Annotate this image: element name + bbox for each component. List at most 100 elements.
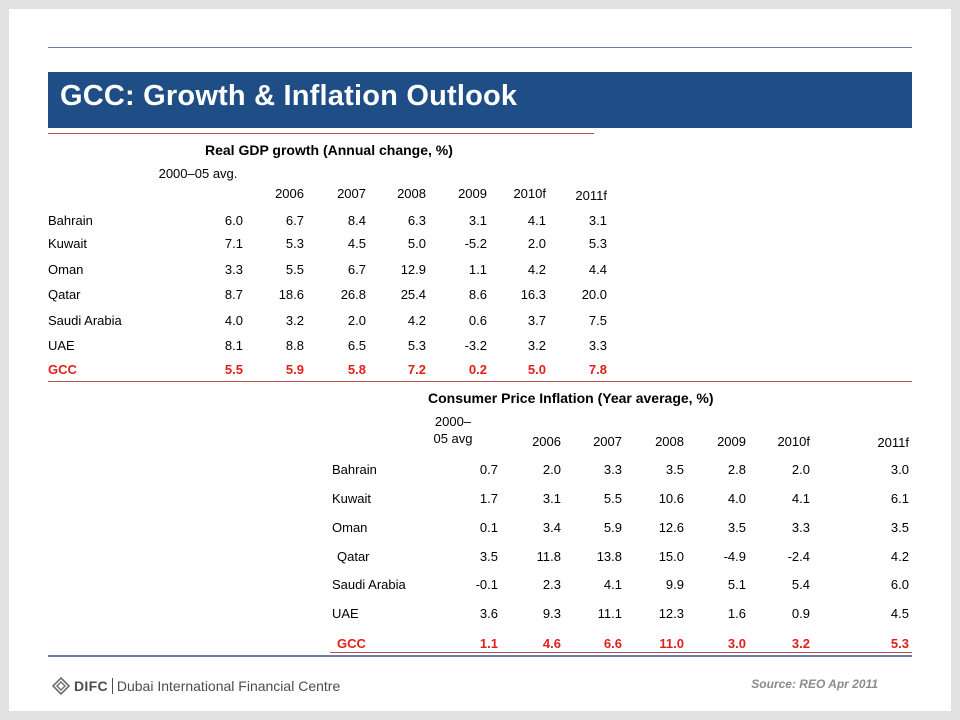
cpi_table-cell: 2.0 bbox=[542, 462, 561, 477]
cpi_table-cell: 4.1 bbox=[603, 577, 622, 592]
cpi_table-cell: 5.1 bbox=[727, 577, 746, 592]
gdp_table-cell: 5.5 bbox=[285, 262, 304, 277]
cpi_table-row-label: Bahrain bbox=[332, 462, 377, 477]
cpi_table-cell: -4.9 bbox=[723, 549, 746, 564]
gdp_table-cell: 6.7 bbox=[285, 213, 304, 228]
gdp_table-cell: 7.8 bbox=[588, 362, 607, 377]
gdp_table-cell: 7.1 bbox=[224, 236, 243, 251]
gdp_table-cell: 2.0 bbox=[347, 313, 366, 328]
gdp_table-cell: 6.5 bbox=[347, 338, 366, 353]
cpi_table-header-4: 2009 bbox=[717, 434, 746, 449]
gdp_table-cell: 5.0 bbox=[527, 362, 546, 377]
gdp_table-cell: 8.1 bbox=[224, 338, 243, 353]
cpi_table-row-label: Qatar bbox=[337, 549, 370, 564]
cpi_table-cell: -2.4 bbox=[787, 549, 810, 564]
gdp_table-cell: 4.5 bbox=[347, 236, 366, 251]
cpi_table-cell: 6.0 bbox=[890, 577, 909, 592]
cpi_table-header-5: 2010f bbox=[777, 434, 810, 449]
gdp_table-cell: 5.3 bbox=[407, 338, 426, 353]
gdp_table-cell: 4.1 bbox=[527, 213, 546, 228]
cpi_table-cell: 6.6 bbox=[603, 636, 622, 651]
cpi_table-row-label: GCC bbox=[337, 636, 366, 651]
gdp_table-row-label: Qatar bbox=[48, 287, 81, 302]
cpi_table-cell: 4.5 bbox=[890, 606, 909, 621]
cpi_table-header-2: 2007 bbox=[593, 434, 622, 449]
cpi_table-cell: 2.3 bbox=[542, 577, 561, 592]
gdp_table-cell: 6.0 bbox=[224, 213, 243, 228]
gdp_table-cell: 5.0 bbox=[407, 236, 426, 251]
gdp_table-cell: 20.0 bbox=[581, 287, 607, 302]
gdp_table-cell: 6.3 bbox=[407, 213, 426, 228]
gdp_table-cell: 4.4 bbox=[588, 262, 607, 277]
gdp_table-cell: 5.5 bbox=[224, 362, 243, 377]
cpi_table-cell: 2.8 bbox=[727, 462, 746, 477]
cpi_table-cell: 10.6 bbox=[658, 491, 684, 506]
logo-separator bbox=[111, 678, 113, 694]
gdp_table-cell: 3.1 bbox=[468, 213, 487, 228]
gdp_table-header-2: 2007 bbox=[337, 186, 366, 201]
gdp_table-row-label: Kuwait bbox=[48, 236, 88, 251]
gdp_table-cell: 3.2 bbox=[285, 313, 304, 328]
gdp_table-cell: 25.4 bbox=[400, 287, 426, 302]
gdp_table-cell: 8.6 bbox=[468, 287, 487, 302]
cpi_table-cell: 3.0 bbox=[890, 462, 909, 477]
cpi_table-cell: 3.4 bbox=[542, 520, 561, 535]
cpi_table-cell: 1.7 bbox=[479, 491, 498, 506]
cpi_table-cell: 3.5 bbox=[479, 549, 498, 564]
gdp_table-cell: 5.3 bbox=[285, 236, 304, 251]
cpi_table-cell: 0.1 bbox=[479, 520, 498, 535]
cpi_table-cell: 3.3 bbox=[791, 520, 810, 535]
cpi_table-cell: 3.1 bbox=[542, 491, 561, 506]
gdp-table-bottom-rule bbox=[48, 381, 912, 382]
gdp_table-row-label: Saudi Arabia bbox=[48, 313, 122, 328]
gdp_table-cell: 4.2 bbox=[407, 313, 426, 328]
cpi_table-cell: 3.2 bbox=[791, 636, 810, 651]
gdp_table-cell: 5.8 bbox=[347, 362, 366, 377]
gdp_table-row-label: Oman bbox=[48, 262, 84, 277]
cpi_table-row-label: Kuwait bbox=[332, 491, 372, 506]
cpi-table-bottom-rule bbox=[330, 652, 912, 653]
gdp_table-row-label: Bahrain bbox=[48, 213, 93, 228]
frame-top bbox=[0, 0, 960, 9]
gdp_table-cell: 8.4 bbox=[347, 213, 366, 228]
cpi_table-header-1: 2006 bbox=[532, 434, 561, 449]
gdp_table-cell: 8.8 bbox=[285, 338, 304, 353]
cpi_table-cell: 11.1 bbox=[597, 606, 622, 621]
cpi_table-cell: 11.8 bbox=[536, 549, 561, 564]
cpi_table-cell: 3.5 bbox=[665, 462, 684, 477]
gdp_table-cell: 2.0 bbox=[527, 236, 546, 251]
cpi_table-cell: 13.8 bbox=[596, 549, 622, 564]
gdp_table-cell: 26.8 bbox=[340, 287, 366, 302]
cpi_table-cell: 2.0 bbox=[791, 462, 810, 477]
top-divider bbox=[48, 47, 912, 48]
gdp_table-cell: 5.9 bbox=[285, 362, 304, 377]
footer-divider bbox=[48, 655, 912, 657]
gdp_table-cell: 1.1 bbox=[468, 262, 487, 277]
frame-bottom bbox=[0, 711, 960, 720]
source-note: Source: REO Apr 2011 bbox=[751, 677, 878, 691]
cpi_table-cell: 5.5 bbox=[603, 491, 622, 506]
gdp_table-header-0: 2000–05 avg. bbox=[158, 166, 238, 181]
frame-right bbox=[951, 0, 960, 720]
gdp_table-cell: 8.7 bbox=[224, 287, 243, 302]
cpi_table-cell: 5.9 bbox=[603, 520, 622, 535]
gdp_table-cell: 6.7 bbox=[347, 262, 366, 277]
cpi_table-cell: 9.3 bbox=[542, 606, 561, 621]
gdp_table-cell: 4.2 bbox=[527, 262, 546, 277]
gdp_table-row-label: GCC bbox=[48, 362, 77, 377]
cpi_table-header-3: 2008 bbox=[655, 434, 684, 449]
slide-title: GCC: Growth & Inflation Outlook bbox=[60, 80, 518, 112]
gdp_table-header-3: 2008 bbox=[397, 186, 426, 201]
cpi_table-cell: 3.5 bbox=[727, 520, 746, 535]
gdp_table-cell: 7.2 bbox=[407, 362, 426, 377]
cpi_table-cell: 3.0 bbox=[727, 636, 746, 651]
logo-name-text: Dubai International Financial Centre bbox=[116, 678, 341, 694]
gdp_table-cell: 0.6 bbox=[468, 313, 487, 328]
cpi_table-cell: 1.1 bbox=[479, 636, 498, 651]
cpi_table-cell: 3.3 bbox=[603, 462, 622, 477]
gdp_table-cell: 5.3 bbox=[588, 236, 607, 251]
gdp_table-cell: 3.2 bbox=[527, 338, 546, 353]
gdp_table-cell: 12.9 bbox=[400, 262, 426, 277]
gdp_table-cell: 3.7 bbox=[527, 313, 546, 328]
title-bar bbox=[48, 72, 912, 128]
